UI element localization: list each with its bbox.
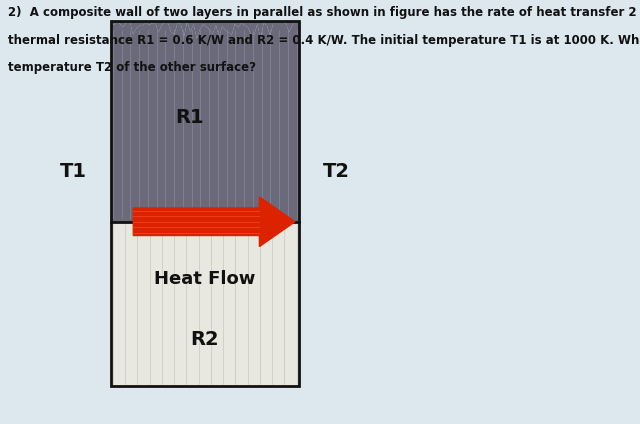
- Text: Heat Flow: Heat Flow: [154, 270, 255, 288]
- Text: thermal resistance R1 = 0.6 K/W and R2 = 0.4 K/W. The initial temperature T1 is : thermal resistance R1 = 0.6 K/W and R2 =…: [8, 34, 640, 47]
- Text: 2)  A composite wall of two layers in parallel as shown in figure has the rate o: 2) A composite wall of two layers in par…: [8, 6, 640, 20]
- Bar: [111, 21, 299, 222]
- Text: R1: R1: [175, 108, 204, 127]
- Text: temperature T2 of the other surface?: temperature T2 of the other surface?: [8, 61, 257, 75]
- Text: R2: R2: [191, 330, 219, 349]
- Bar: [111, 21, 299, 386]
- FancyArrow shape: [133, 197, 295, 247]
- Bar: [111, 222, 299, 386]
- Text: T2: T2: [323, 162, 350, 181]
- Text: T1: T1: [60, 162, 86, 181]
